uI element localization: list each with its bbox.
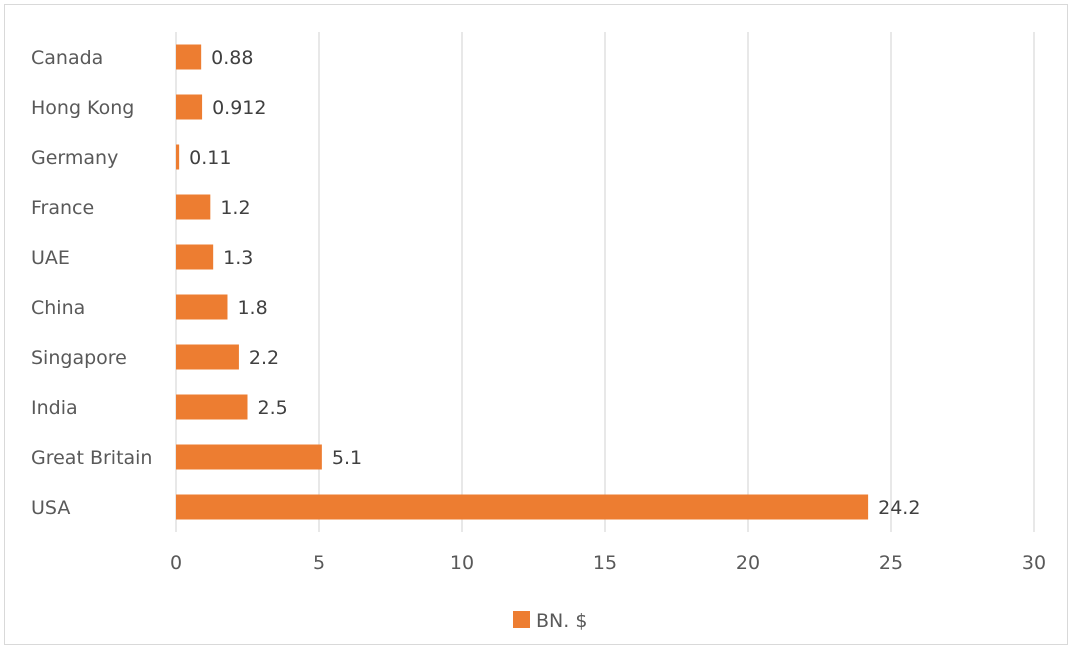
category-label: India	[31, 397, 78, 419]
bar	[176, 194, 211, 220]
bar	[176, 444, 322, 470]
category-label: USA	[31, 497, 70, 519]
x-tick-label: 10	[450, 552, 474, 574]
bar	[176, 494, 869, 520]
data-label: 2.5	[258, 397, 288, 419]
bars	[176, 44, 869, 520]
data-label: 0.11	[189, 147, 231, 169]
x-tick-label: 20	[736, 552, 760, 574]
data-label: 0.912	[212, 97, 266, 119]
bar	[176, 344, 239, 370]
legend-label: BN. $	[536, 610, 587, 632]
bar	[176, 44, 202, 70]
category-labels: Canada Hong Kong Germany France UAE China Sing…	[31, 47, 152, 519]
bar	[176, 394, 248, 420]
category-label: Canada	[31, 47, 103, 69]
data-label: 1.3	[223, 247, 253, 269]
category-label: Great Britain	[31, 447, 152, 469]
data-label: 2.2	[249, 347, 279, 369]
x-tick-label: 25	[879, 552, 903, 574]
category-label: China	[31, 297, 85, 319]
data-label: 24.2	[878, 497, 920, 519]
bar	[176, 294, 228, 320]
data-label: 1.8	[237, 297, 267, 319]
category-label: France	[31, 197, 94, 219]
legend-swatch	[513, 611, 530, 628]
category-label: UAE	[31, 247, 70, 269]
data-labels: 0.88 0.912 0.11 1.2 1.3 1.8 2.2 2.5 5.1 24.2	[189, 47, 920, 519]
data-label: 0.88	[211, 47, 253, 69]
category-label: Germany	[31, 147, 118, 169]
x-tick-label: 30	[1022, 552, 1046, 574]
x-tick-label: 5	[313, 552, 325, 574]
x-tick-label: 15	[593, 552, 617, 574]
data-label: 5.1	[332, 447, 362, 469]
x-tick-label: 0	[170, 552, 182, 574]
category-label: Hong Kong	[31, 97, 134, 119]
category-label: Singapore	[31, 347, 127, 369]
bar	[176, 94, 203, 120]
bar	[176, 144, 180, 170]
data-label: 1.2	[220, 197, 250, 219]
legend: BN. $	[513, 610, 587, 632]
x-axis-ticks: 0 5 10 15 20 25 30	[170, 552, 1046, 574]
bar	[176, 244, 214, 270]
